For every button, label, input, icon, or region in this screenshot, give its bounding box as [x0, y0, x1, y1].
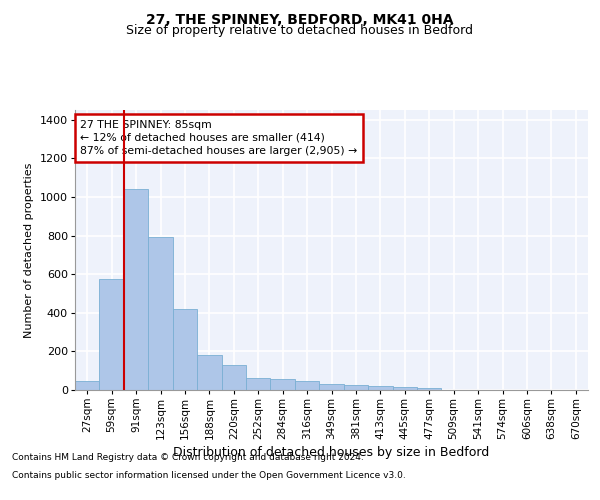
Bar [271, 380, 295, 390]
Bar [100, 279, 124, 390]
Bar [392, 386, 417, 390]
Text: Contains HM Land Registry data © Crown copyright and database right 2024.: Contains HM Land Registry data © Crown c… [12, 454, 364, 462]
Text: 27, THE SPINNEY, BEDFORD, MK41 0HA: 27, THE SPINNEY, BEDFORD, MK41 0HA [146, 12, 454, 26]
Bar [319, 384, 344, 390]
Text: Contains public sector information licensed under the Open Government Licence v3: Contains public sector information licen… [12, 471, 406, 480]
Bar [197, 355, 221, 390]
X-axis label: Distribution of detached houses by size in Bedford: Distribution of detached houses by size … [173, 446, 490, 459]
Bar [173, 309, 197, 390]
Bar [148, 238, 173, 390]
Bar [221, 365, 246, 390]
Bar [295, 382, 319, 390]
Bar [75, 382, 100, 390]
Bar [124, 189, 148, 390]
Text: Size of property relative to detached houses in Bedford: Size of property relative to detached ho… [127, 24, 473, 37]
Bar [417, 388, 442, 390]
Bar [368, 386, 392, 390]
Bar [246, 378, 271, 390]
Text: 27 THE SPINNEY: 85sqm
← 12% of detached houses are smaller (414)
87% of semi-det: 27 THE SPINNEY: 85sqm ← 12% of detached … [80, 120, 358, 156]
Y-axis label: Number of detached properties: Number of detached properties [25, 162, 34, 338]
Bar [344, 384, 368, 390]
